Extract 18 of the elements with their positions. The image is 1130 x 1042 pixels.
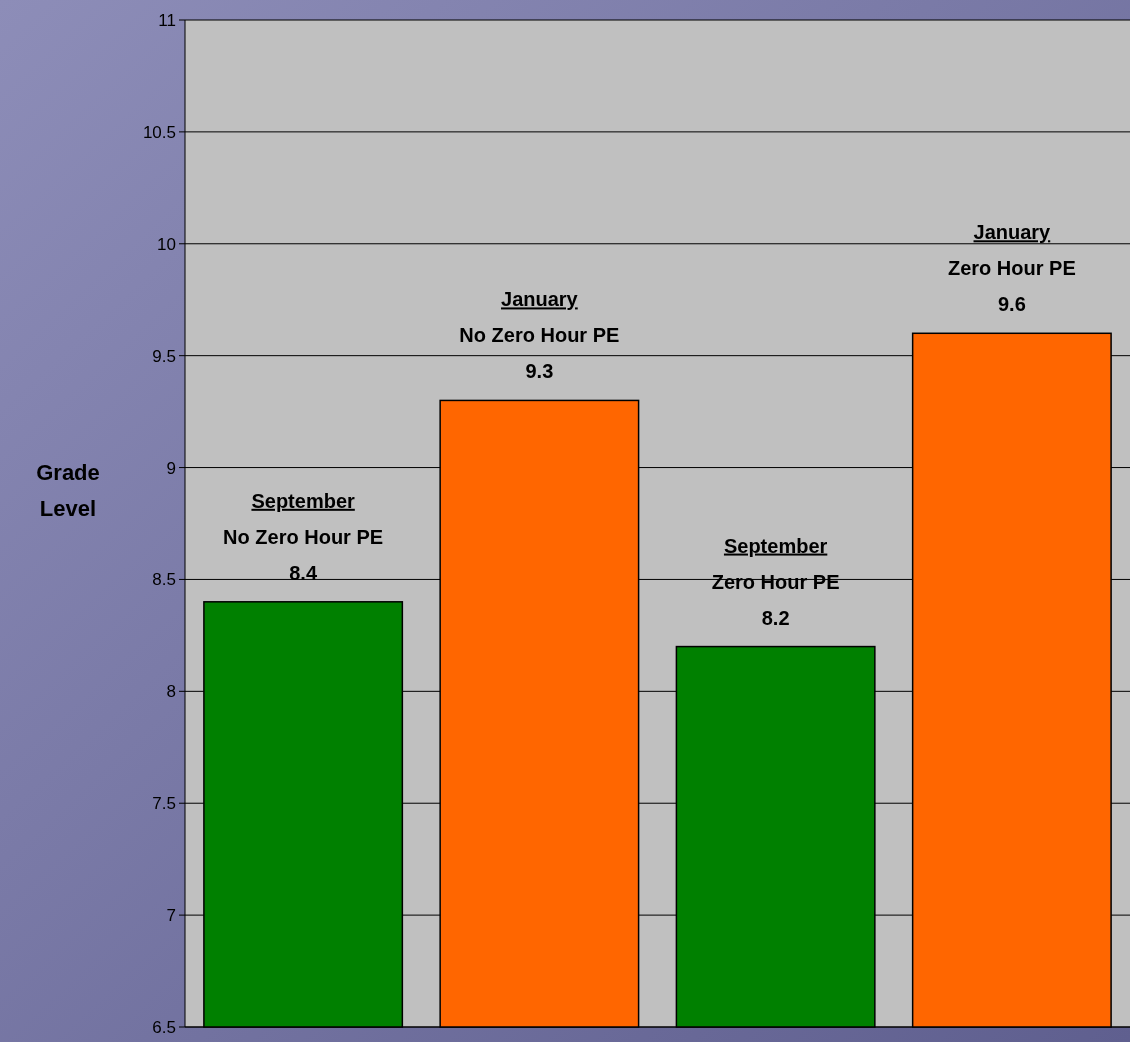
y-tick-label: 7 [166, 906, 176, 926]
data-label: 8.2 [761, 606, 790, 629]
y-tick-label: 9.5 [152, 346, 176, 366]
data-label: 8.4 [289, 561, 318, 584]
y-tick-label: 8 [166, 682, 176, 702]
y-axis-title: Grade Level [36, 460, 100, 521]
y-tick-label: 10.5 [142, 122, 176, 142]
y-tick-label: 6.5 [152, 1017, 176, 1037]
x-tick-label: September No Zero Hour PE [223, 489, 384, 548]
y-tick-label: 8.5 [152, 570, 176, 590]
data-label: 9.6 [997, 293, 1026, 316]
y-tick-label: 10 [157, 234, 176, 254]
x-tick-label: January No Zero Hour PE [459, 288, 620, 347]
y-tick-label: 7.5 [152, 794, 176, 814]
y-tick-label: 9 [166, 458, 176, 478]
x-tick-label: January Zero Hour PE [947, 221, 1076, 280]
data-label: 9.3 [525, 360, 554, 383]
y-tick-label: 11 [158, 10, 176, 30]
